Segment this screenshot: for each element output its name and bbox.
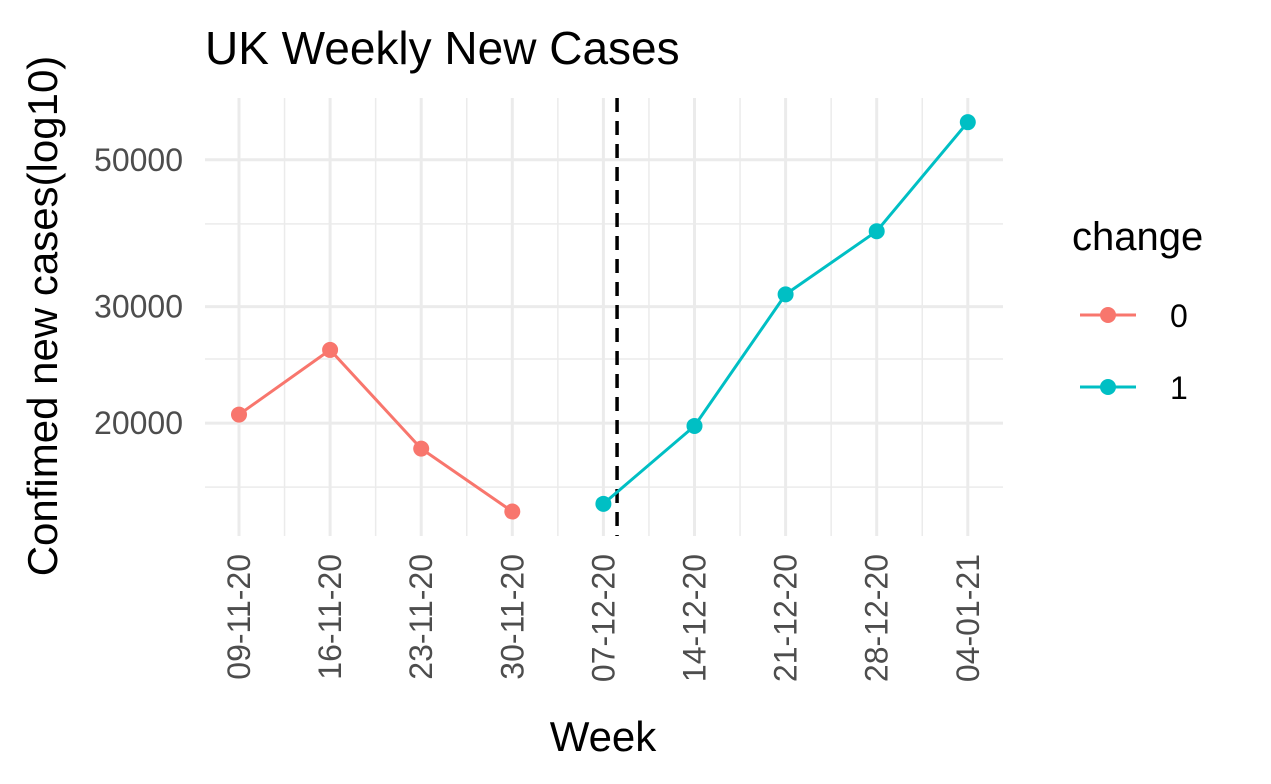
data-point-series-1 [868, 223, 885, 240]
series-layer [231, 114, 976, 520]
data-point-series-1 [959, 114, 976, 131]
x-tick-label: 30-11-20 [494, 554, 530, 680]
y-tick-label: 30000 [94, 289, 183, 325]
legend: change 01 [1072, 215, 1203, 406]
legend-key-point [1100, 379, 1116, 395]
data-point-series-0 [322, 341, 339, 358]
x-tick-label: 21-12-20 [768, 554, 804, 682]
x-tick-label: 04-01-21 [950, 554, 986, 682]
data-point-series-0 [231, 406, 247, 423]
data-point-series-1 [777, 286, 794, 303]
grid-layer [205, 98, 1003, 536]
y-axis-title: Confimed new cases(log10) [19, 56, 66, 577]
y-tick-labels: 20000 30000 50000 [94, 142, 183, 441]
legend-key-point [1100, 307, 1116, 323]
x-tick-label: 28-12-20 [859, 554, 895, 682]
chart-title: UK Weekly New Cases [205, 22, 680, 74]
x-tick-label: 07-12-20 [585, 554, 621, 682]
x-axis-title: Week [550, 713, 658, 760]
legend-items: 01 [1080, 298, 1188, 406]
legend-label: 1 [1170, 370, 1188, 406]
y-tick-label: 20000 [94, 405, 183, 441]
data-point-series-0 [413, 440, 430, 457]
data-point-series-1 [686, 417, 703, 434]
legend-label: 0 [1170, 298, 1188, 334]
series-line-0 [238, 347, 514, 513]
data-point-series-0 [504, 503, 521, 520]
x-tick-labels: 09-11-20 16-11-20 23-11-20 30-11-20 07-12-20… [221, 554, 986, 682]
x-tick-label: 14-12-20 [677, 554, 713, 682]
data-point-series-1 [595, 495, 612, 512]
y-tick-label: 50000 [94, 142, 183, 178]
x-tick-label: 09-11-20 [221, 554, 257, 680]
legend-title: change [1072, 215, 1203, 259]
x-tick-label: 23-11-20 [403, 554, 439, 680]
x-tick-label: 16-11-20 [312, 554, 348, 680]
